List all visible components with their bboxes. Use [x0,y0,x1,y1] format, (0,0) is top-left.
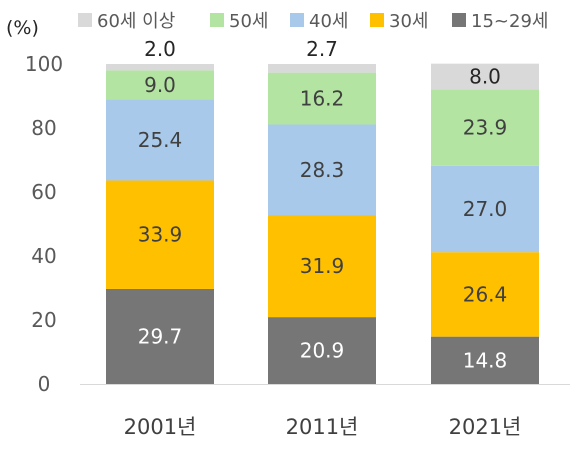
bar-segment [431,165,539,253]
data-label: 8.0 [469,64,501,88]
y-tick-label: 100 [25,52,63,76]
y-tick-label: 60 [31,180,56,204]
bar-segment [268,72,376,125]
data-label: 28.3 [300,158,345,182]
bar-segment [431,252,539,337]
bar-segment [106,99,214,181]
legend-label: 30세 [389,11,428,32]
data-label: 20.9 [300,339,345,363]
bar-segment [431,63,539,90]
legend: 60세 이상 50세 40세 30세 15~29세 [78,11,548,32]
y-tick-label: 20 [31,308,56,332]
legend-label: 15~29세 [471,11,548,32]
bar-segment [106,180,214,289]
legend-item: 60세 이상 [78,11,175,32]
data-label: 23.9 [463,116,508,140]
bar-segment [106,70,214,100]
bar-segment [106,288,214,384]
bars: 29.7 33.9 25.4 9.0 2.0 20.9 31.9 28.3 16.2 2.7 14.… [106,37,539,384]
x-tick-label: 2011년 [286,415,359,439]
legend-item: 30세 [370,11,428,32]
x-axis: 2001년 2011년 2021년 [80,384,570,439]
legend-item: 50세 [210,11,268,32]
y-axis-unit-label: (%) [6,17,39,39]
bar-stack [268,64,376,384]
legend-item: 15~29세 [452,11,548,32]
data-label: 9.0 [144,73,176,97]
data-label: 33.9 [138,223,183,247]
y-tick-label: 40 [31,244,56,268]
data-label: 27.0 [463,197,508,221]
data-label: 16.2 [300,87,345,111]
data-label: 25.4 [138,128,183,152]
bar-stack [431,63,539,384]
bar-stack [106,64,214,384]
legend-swatch [370,13,384,27]
legend-swatch [452,13,466,27]
y-tick-label: 80 [31,116,56,140]
legend-swatch [210,13,224,27]
x-tick-label: 2021년 [449,415,522,439]
data-label: 26.4 [463,282,508,306]
data-label: 2.7 [306,37,338,61]
bar-segment [268,64,376,73]
bar-segment [431,336,539,384]
legend-label: 40세 [309,11,348,32]
bar-segment [431,89,539,166]
data-label: 29.7 [138,324,183,348]
bar-segment [268,124,376,216]
bar-segment [268,215,376,318]
data-label: 14.8 [463,348,508,372]
legend-swatch [78,13,92,27]
legend-label: 60세 이상 [97,11,175,32]
data-label: 2.0 [144,37,176,61]
bar-segment [268,317,376,384]
legend-item: 40세 [290,11,348,32]
bar-segment [106,64,214,71]
y-tick-label: 0 [38,372,51,396]
y-axis: 0 20 40 60 80 100 [25,52,63,396]
x-tick-label: 2001년 [124,415,197,439]
legend-swatch [290,13,304,27]
legend-label: 50세 [229,11,268,32]
data-label: 31.9 [300,254,345,278]
